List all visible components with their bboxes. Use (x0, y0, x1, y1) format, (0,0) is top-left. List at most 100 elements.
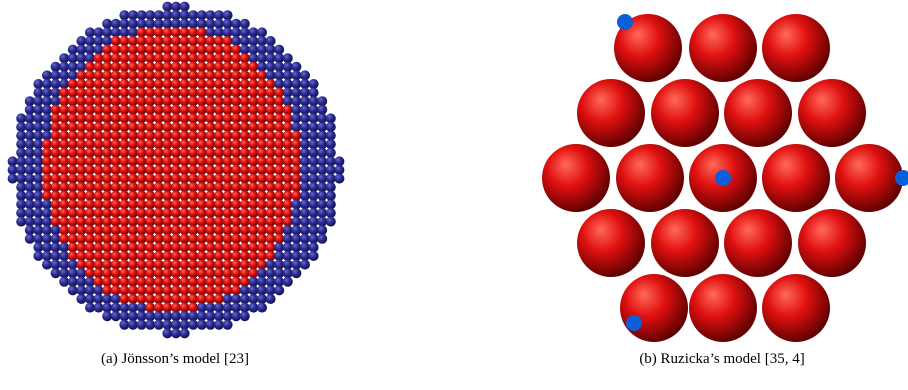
blue-sphere (68, 277, 78, 287)
red-sphere (240, 122, 250, 132)
red-sphere (291, 131, 301, 141)
red-sphere (51, 182, 61, 192)
red-sphere (180, 199, 190, 209)
blue-sphere (291, 79, 301, 89)
red-sphere (111, 217, 121, 227)
red-sphere (111, 88, 121, 98)
blue-sphere (317, 174, 327, 184)
red-sphere (68, 234, 78, 244)
red-sphere (137, 70, 147, 80)
red-sphere (154, 165, 164, 175)
blue-sphere (274, 285, 284, 295)
red-sphere (85, 225, 95, 235)
red-sphere (128, 139, 138, 149)
red-sphere (76, 199, 86, 209)
red-sphere (188, 277, 198, 287)
red-sphere (171, 62, 181, 72)
blue-sphere (68, 268, 78, 278)
blue-sphere (85, 294, 95, 304)
red-sphere (188, 260, 198, 270)
red-sphere (188, 79, 198, 89)
blue-sphere (274, 251, 284, 261)
red-sphere (102, 217, 112, 227)
red-sphere (128, 225, 138, 235)
red-sphere (102, 122, 112, 132)
blue-sphere (33, 251, 43, 261)
blue-sphere (240, 294, 250, 304)
blue-sphere (309, 156, 319, 166)
red-sphere (240, 251, 250, 261)
blue-sphere (214, 10, 224, 20)
red-sphere (162, 113, 172, 123)
blue-sphere (231, 36, 241, 46)
red-sphere (214, 260, 224, 270)
red-sphere (51, 165, 61, 175)
red-sphere (111, 62, 121, 72)
blue-sphere (197, 320, 207, 330)
red-sphere (85, 174, 95, 184)
blue-sphere (326, 139, 336, 149)
red-sphere (162, 36, 172, 46)
red-sphere (231, 105, 241, 115)
blue-sphere (223, 10, 233, 20)
red-sphere (240, 148, 250, 158)
red-sphere (51, 148, 61, 158)
red-sphere (214, 208, 224, 218)
blue-sphere (76, 36, 86, 46)
red-sphere (240, 225, 250, 235)
red-sphere (197, 208, 207, 218)
blue-sphere (33, 79, 43, 89)
red-sphere (188, 148, 198, 158)
red-sphere (94, 88, 104, 98)
red-sphere (162, 174, 172, 184)
blue-sphere (102, 311, 112, 321)
red-sphere (154, 251, 164, 261)
red-sphere (137, 217, 147, 227)
blue-sphere (300, 88, 310, 98)
red-sphere (59, 208, 69, 218)
blue-sphere (291, 70, 301, 80)
blue-sphere (59, 242, 69, 252)
red-sphere (214, 268, 224, 278)
red-sphere (205, 122, 215, 132)
red-sphere (205, 165, 215, 175)
red-sphere (137, 105, 147, 115)
figure-images (0, 0, 908, 345)
red-sphere (248, 122, 258, 132)
blue-sphere (119, 27, 129, 37)
red-sphere (59, 113, 69, 123)
red-sphere (231, 113, 241, 123)
red-sphere (180, 260, 190, 270)
blue-sphere (51, 251, 61, 261)
blue-sphere (326, 199, 336, 209)
red-sphere (180, 303, 190, 313)
blue-sphere (223, 311, 233, 321)
red-sphere (171, 191, 181, 201)
red-sphere (145, 285, 155, 295)
red-sphere (119, 225, 129, 235)
red-sphere (197, 105, 207, 115)
blue-sphere (51, 225, 61, 235)
red-sphere (248, 131, 258, 141)
red-sphere (197, 113, 207, 123)
red-sphere (119, 260, 129, 270)
red-sphere (59, 165, 69, 175)
red-sphere (274, 156, 284, 166)
red-sphere (145, 251, 155, 261)
red-sphere (171, 113, 181, 123)
red-sphere (257, 234, 267, 244)
red-sphere (128, 174, 138, 184)
red-sphere (154, 96, 164, 106)
blue-sphere (309, 105, 319, 115)
blue-sphere (85, 27, 95, 37)
red-sphere (223, 70, 233, 80)
red-sphere (111, 191, 121, 201)
red-sphere (137, 268, 147, 278)
blue-sphere (76, 285, 86, 295)
red-sphere (197, 70, 207, 80)
blue-sphere (25, 225, 35, 235)
red-sphere (154, 79, 164, 89)
red-sphere (266, 139, 276, 149)
red-sphere (102, 260, 112, 270)
sphere (689, 14, 757, 82)
